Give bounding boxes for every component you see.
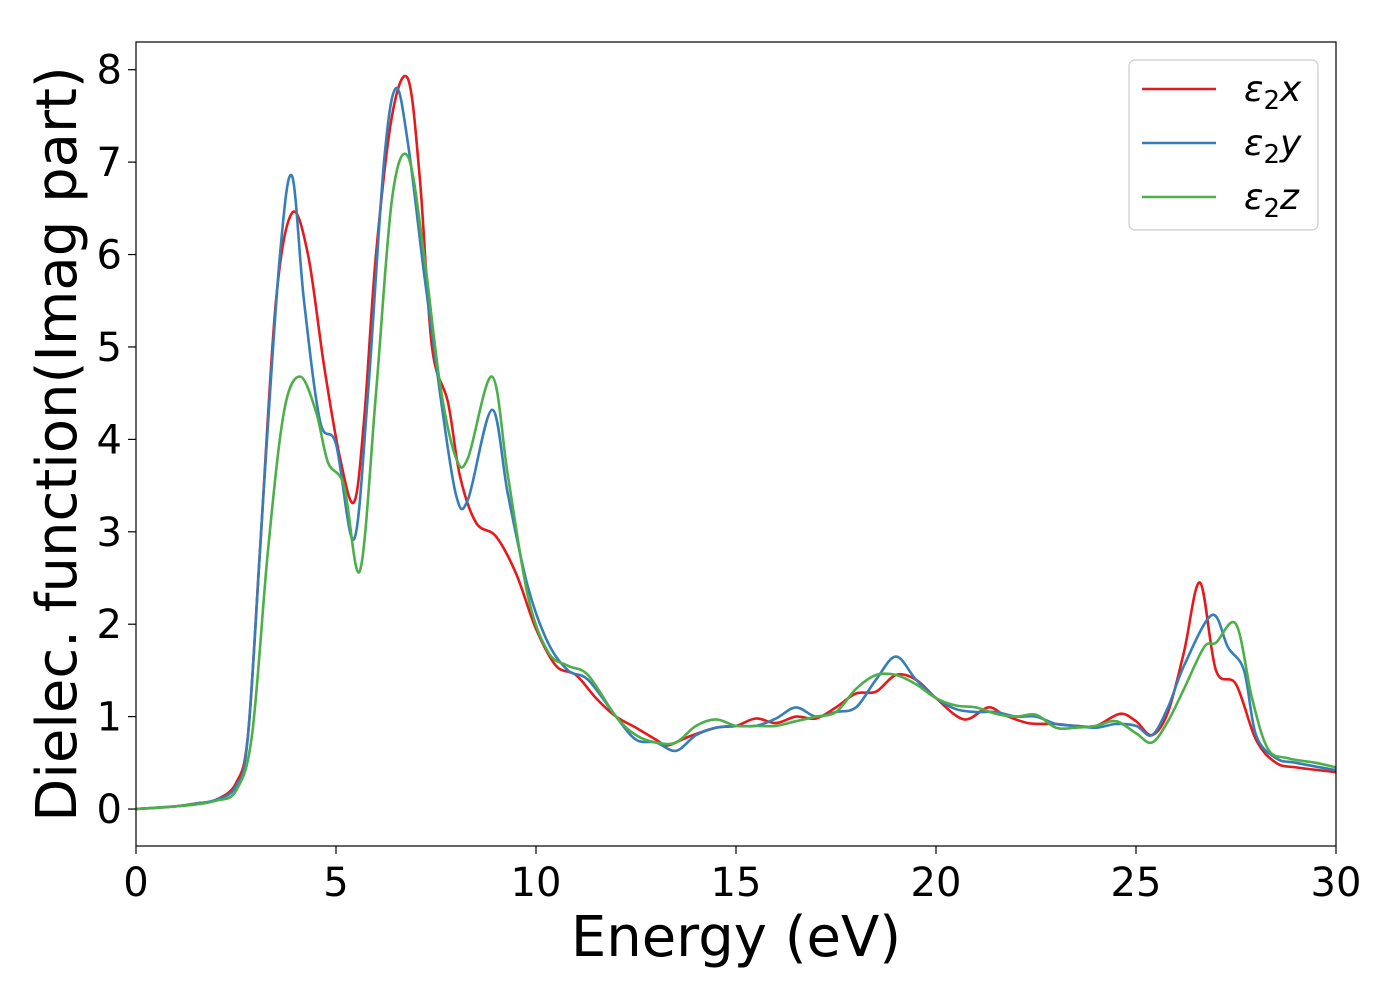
legend-box: [1128, 59, 1319, 231]
x-tick-label: 0: [123, 860, 148, 906]
y-tick-label: 3: [97, 510, 122, 556]
x-tick-label: 25: [1111, 860, 1162, 906]
x-tick-label: 20: [911, 860, 962, 906]
y-tick-label: 6: [97, 233, 122, 279]
y-tick-label: 1: [97, 695, 122, 741]
y-tick-label: 4: [97, 417, 122, 463]
x-tick-label: 5: [323, 860, 348, 906]
x-tick-label: 15: [711, 860, 762, 906]
series-line-y: [135, 86, 1337, 811]
y-tick-label: 2: [97, 602, 122, 648]
y-tick-label: 5: [97, 325, 122, 371]
y-tick-label: 0: [97, 787, 122, 833]
legend-label-z: ε2z: [1244, 177, 1300, 224]
x-axis-title: Energy (eV): [571, 905, 901, 970]
series-line-x: [135, 74, 1337, 811]
y-axis-title: Dielec. function(Imag part): [25, 66, 90, 822]
y-tick-label: 7: [97, 140, 122, 186]
x-axis: 0 5 10 15 20 25 30: [123, 846, 1361, 906]
y-tick-label: 8: [97, 48, 122, 94]
series-line-z: [135, 152, 1337, 811]
legend-label-x: ε2x: [1244, 69, 1302, 116]
legend-label-y: ε2y: [1244, 123, 1302, 170]
x-tick-label: 10: [511, 860, 562, 906]
legend: ε2x ε2y ε2z: [1128, 59, 1319, 231]
y-axis: 0 1 2 3 4 5 6 7 8: [97, 48, 136, 833]
series-layer: [135, 74, 1337, 811]
x-tick-label: 30: [1311, 860, 1362, 906]
